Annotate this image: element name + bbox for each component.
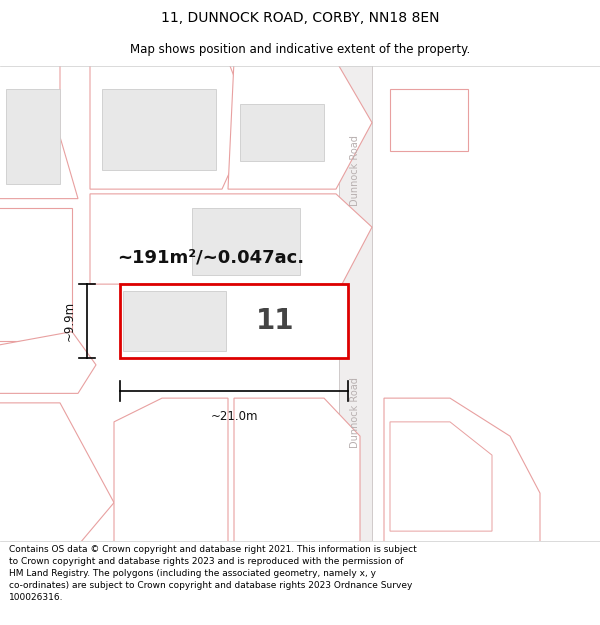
Polygon shape: [234, 398, 360, 546]
Bar: [6, 89, 60, 184]
Text: ~21.0m: ~21.0m: [210, 410, 258, 423]
Bar: [240, 104, 324, 161]
Text: ~191m²/~0.047ac.: ~191m²/~0.047ac.: [117, 249, 304, 267]
Text: Map shows position and indicative extent of the property.: Map shows position and indicative extent…: [130, 43, 470, 56]
Polygon shape: [0, 208, 72, 341]
Text: ~9.9m: ~9.9m: [63, 301, 76, 341]
Polygon shape: [90, 194, 372, 284]
Bar: [120, 284, 348, 357]
Text: 11: 11: [256, 307, 294, 335]
Polygon shape: [228, 61, 372, 189]
Polygon shape: [384, 398, 540, 546]
Text: Dunnock Road: Dunnock Road: [350, 377, 361, 448]
Bar: [192, 208, 300, 274]
Polygon shape: [0, 403, 114, 546]
Polygon shape: [390, 422, 492, 531]
Bar: [123, 291, 226, 351]
Text: Contains OS data © Crown copyright and database right 2021. This information is : Contains OS data © Crown copyright and d…: [9, 545, 417, 602]
Polygon shape: [0, 332, 96, 393]
Polygon shape: [114, 398, 228, 546]
Polygon shape: [390, 89, 468, 151]
Bar: [102, 89, 216, 170]
Polygon shape: [0, 61, 78, 199]
Text: 11, DUNNOCK ROAD, CORBY, NN18 8EN: 11, DUNNOCK ROAD, CORBY, NN18 8EN: [161, 11, 439, 26]
Text: Dunnock Road: Dunnock Road: [350, 134, 361, 206]
Bar: [339, 66, 372, 541]
Polygon shape: [90, 61, 252, 189]
